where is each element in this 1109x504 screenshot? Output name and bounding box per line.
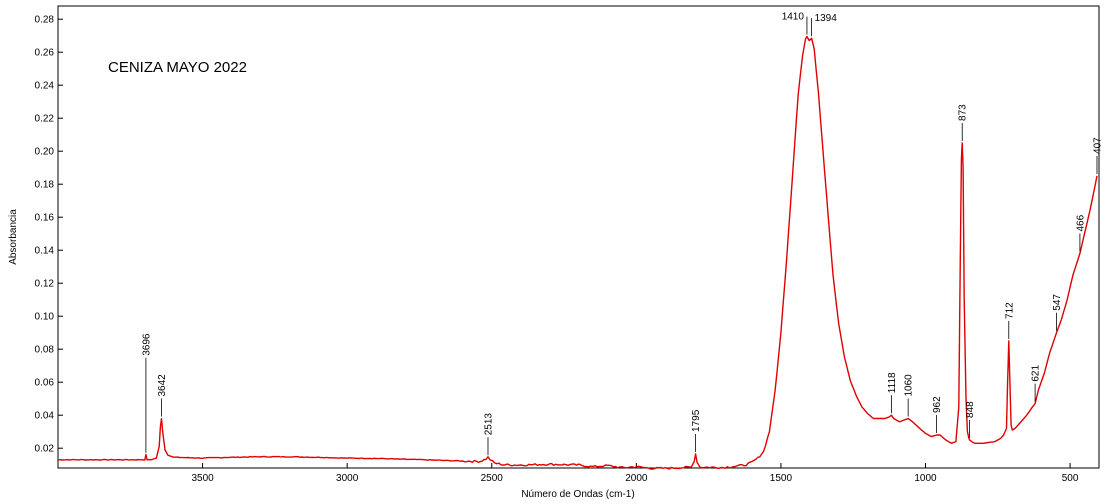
y-tick-label: 0.14 bbox=[35, 246, 55, 257]
y-tick-label: 0.18 bbox=[35, 180, 55, 191]
peak-label: 3642 bbox=[157, 374, 168, 397]
peak-label: 2513 bbox=[483, 413, 494, 436]
peak-label: 848 bbox=[965, 401, 976, 418]
peak-label: 873 bbox=[958, 104, 969, 121]
y-tick-label: 0.12 bbox=[35, 279, 55, 290]
peak-label: 712 bbox=[1004, 302, 1015, 319]
y-tick-label: 0.04 bbox=[35, 411, 55, 422]
y-tick-label: 0.10 bbox=[35, 312, 55, 323]
x-tick-label: 500 bbox=[1062, 473, 1079, 484]
peak-label: 466 bbox=[1075, 214, 1086, 231]
y-tick-label: 0.24 bbox=[35, 81, 55, 92]
y-tick-label: 0.08 bbox=[35, 345, 55, 356]
peak-label: 547 bbox=[1052, 294, 1063, 311]
peak-labels: 3696 3642 2513 1795 1410 1394 1118 1060 962 873 84… bbox=[141, 12, 1103, 456]
y-tick-label: 0.22 bbox=[35, 114, 55, 125]
x-tick-label: 3500 bbox=[191, 473, 214, 484]
x-tick-label: 2500 bbox=[481, 473, 504, 484]
peak-label: 3696 bbox=[141, 333, 152, 356]
peak-label: 1394 bbox=[815, 13, 838, 24]
y-tick-label: 0.28 bbox=[35, 15, 55, 26]
y-axis-title: Absorbancia bbox=[8, 209, 19, 265]
y-tick-label: 0.16 bbox=[35, 213, 55, 224]
chart-annotation: CENIZA MAYO 2022 bbox=[108, 59, 247, 76]
peak-label: 1795 bbox=[691, 409, 702, 432]
x-axis-title: Número de Ondas (cm-1) bbox=[521, 489, 634, 500]
x-tick-label: 1500 bbox=[770, 473, 793, 484]
y-tick-label: 0.02 bbox=[35, 444, 55, 455]
plot-frame bbox=[57, 5, 1100, 469]
y-tick-label: 0.26 bbox=[35, 48, 55, 59]
x-tick-label: 3000 bbox=[336, 473, 359, 484]
peak-label: 962 bbox=[932, 396, 943, 413]
x-tick-label: 1000 bbox=[914, 473, 937, 484]
peak-label: 621 bbox=[1031, 365, 1042, 382]
y-axis: 0.02 0.04 0.06 0.08 0.10 0.12 0.14 0.16 0.18 0.20… bbox=[35, 15, 63, 455]
peak-label: 1410 bbox=[782, 12, 805, 23]
spectrum-line bbox=[57, 35, 1098, 470]
y-tick-label: 0.20 bbox=[35, 147, 55, 158]
x-axis: 3500 3000 2500 2000 1500 1000 500 bbox=[191, 463, 1079, 484]
peak-label: 407 bbox=[1092, 137, 1103, 154]
x-tick-label: 2000 bbox=[625, 473, 648, 484]
peak-label: 1060 bbox=[904, 374, 915, 397]
y-tick-label: 0.06 bbox=[35, 378, 55, 389]
peak-label: 1118 bbox=[887, 372, 898, 393]
